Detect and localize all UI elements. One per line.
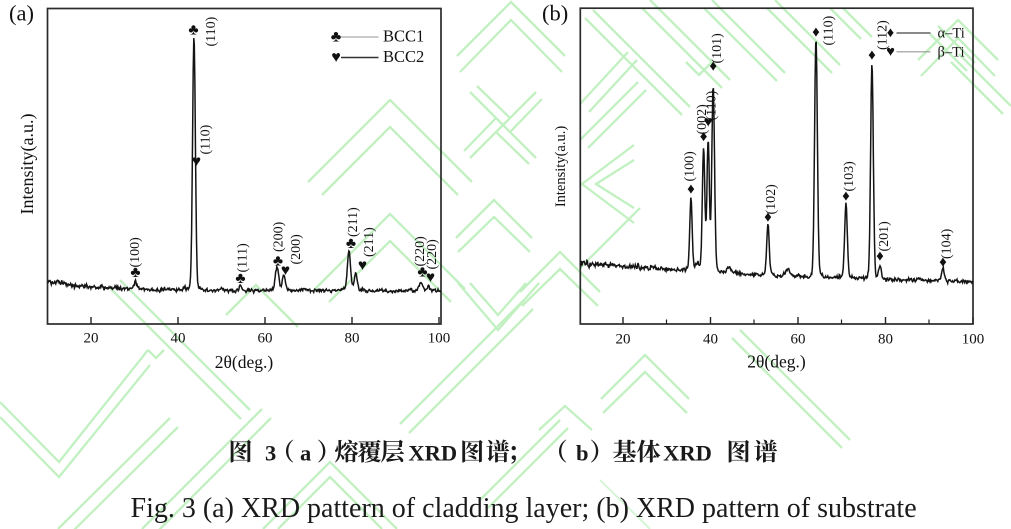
svg-text:(110): (110) [705, 90, 720, 120]
svg-text:(110): (110) [199, 124, 214, 154]
svg-text:80: 80 [345, 331, 360, 347]
svg-text:♦: ♦ [812, 25, 820, 41]
svg-text:(110): (110) [204, 16, 219, 46]
svg-text:♣: ♣ [346, 235, 356, 252]
svg-text:(200): (200) [289, 234, 304, 265]
svg-text:(100): (100) [128, 237, 143, 268]
svg-text:♣: ♣ [273, 253, 283, 270]
svg-text:(111): (111) [236, 243, 251, 273]
svg-text:(211): (211) [346, 207, 361, 237]
svg-text:♦: ♦ [764, 210, 772, 226]
svg-text:XRD: XRD [663, 440, 712, 465]
svg-text:♦: ♦ [876, 249, 884, 265]
svg-text:(100): (100) [683, 151, 698, 182]
svg-text:♦: ♦ [700, 129, 708, 145]
svg-text:Intensity(a.u.): Intensity(a.u.) [17, 114, 38, 215]
svg-text:40: 40 [703, 332, 718, 348]
svg-text:Intensity(a.u.): Intensity(a.u.) [553, 126, 569, 208]
svg-text:2θ(deg.): 2θ(deg.) [747, 352, 806, 372]
svg-text:♥: ♥ [704, 115, 713, 131]
svg-text:(211): (211) [362, 227, 377, 257]
svg-text:20: 20 [616, 332, 631, 348]
svg-text:(200): (200) [272, 221, 287, 252]
svg-text:(a): (a) [9, 1, 34, 26]
svg-text:(220): (220) [413, 236, 428, 267]
svg-text:(103): (103) [842, 161, 857, 192]
svg-text:♦: ♦ [709, 59, 717, 75]
svg-text:β–Ti: β–Ti [938, 45, 965, 61]
svg-text:(220): (220) [425, 239, 440, 270]
svg-text:♣: ♣ [188, 22, 198, 39]
svg-text:♦: ♦ [887, 25, 894, 41]
svg-text:♦: ♦ [939, 255, 947, 271]
svg-text:♣: ♣ [130, 264, 140, 281]
svg-text:♥: ♥ [358, 257, 367, 274]
svg-text:♥: ♥ [886, 44, 895, 60]
svg-text:♣: ♣ [235, 270, 245, 287]
svg-text:100: 100 [428, 331, 451, 347]
svg-text:a: a [300, 440, 311, 465]
svg-text:60: 60 [791, 332, 806, 348]
svg-text:20: 20 [84, 331, 99, 347]
svg-text:60: 60 [258, 331, 273, 347]
svg-text:BCC1: BCC1 [383, 27, 424, 46]
svg-text:BCC2: BCC2 [383, 47, 424, 66]
svg-text:(104): (104) [940, 228, 955, 259]
svg-text:♦: ♦ [842, 189, 850, 205]
svg-text:α–Ti: α–Ti [938, 26, 965, 42]
svg-text:♥: ♥ [281, 262, 290, 279]
svg-text:(102): (102) [764, 184, 779, 215]
svg-text:2θ(deg.): 2θ(deg.) [215, 352, 274, 372]
svg-text:b: b [576, 440, 589, 465]
svg-text:(201): (201) [877, 221, 892, 252]
svg-text:♥: ♥ [426, 269, 435, 286]
svg-text:♦: ♦ [687, 182, 695, 198]
svg-text:(101): (101) [710, 33, 725, 64]
svg-text:♥: ♥ [192, 153, 201, 170]
svg-text:(002): (002) [695, 104, 710, 135]
svg-text:♣: ♣ [417, 264, 427, 281]
svg-text:40: 40 [171, 331, 186, 347]
svg-text:3: 3 [265, 440, 276, 465]
svg-text:♦: ♦ [868, 48, 876, 64]
svg-text:(110): (110) [822, 15, 837, 45]
svg-text:(112): (112) [876, 20, 891, 50]
svg-text:XRD: XRD [408, 440, 457, 465]
svg-text:(b): (b) [542, 1, 568, 26]
svg-text:80: 80 [878, 332, 893, 348]
svg-text:100: 100 [962, 332, 985, 348]
svg-text:Fig. 3 (a) XRD pattern of clad: Fig. 3 (a) XRD pattern of cladding layer… [131, 493, 917, 524]
svg-text:♥: ♥ [331, 49, 341, 66]
svg-text:♣: ♣ [331, 29, 342, 46]
